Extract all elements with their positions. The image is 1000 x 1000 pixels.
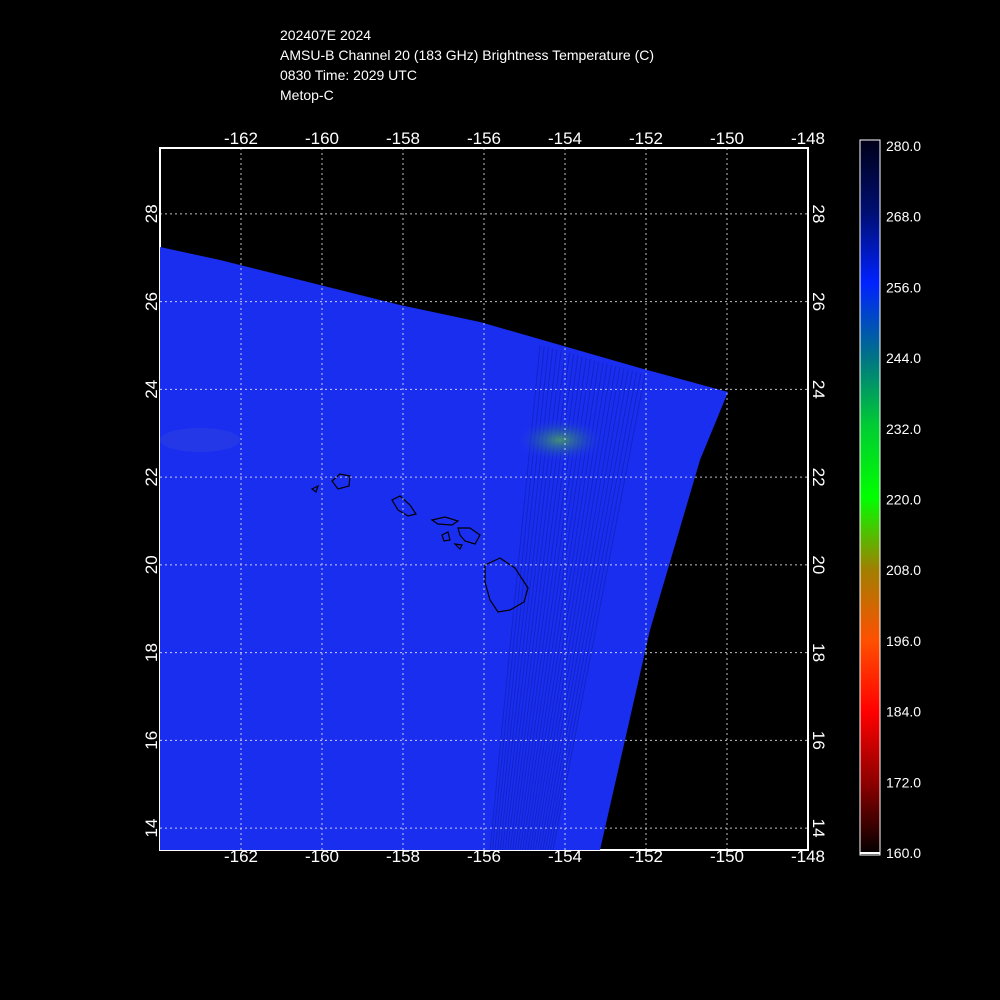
tick-lat-right: 24 (809, 380, 828, 399)
title-line-3: 0830 Time: 2029 UTC (280, 67, 417, 83)
tick-lat-left: 28 (142, 204, 161, 223)
tick-lon-top: -152 (629, 129, 663, 148)
tick-lon-top: -156 (467, 129, 501, 148)
hawaii-big-island-outline (484, 557, 529, 613)
tick-lon-bottom: -156 (467, 847, 501, 866)
tick-lat-left: 24 (142, 380, 161, 399)
molokai-outline (430, 516, 460, 526)
tick-lat-right: 26 (809, 292, 828, 311)
tick-lat-left: 18 (142, 643, 161, 662)
tick-lat-right: 20 (809, 555, 828, 574)
axis-ticks: -162 -162 -160 -160 -158 -158 -156 -156 -154 -154… (142, 129, 828, 866)
tick-lon-bottom: -148 (791, 847, 825, 866)
colorbar-label: 220.0 (886, 492, 921, 508)
oahu-outline (391, 495, 417, 517)
tick-lon-top: -162 (224, 129, 258, 148)
scan-line (542, 369, 629, 850)
colorbar-label: 196.0 (886, 633, 921, 649)
colorbar-label: 232.0 (886, 421, 921, 437)
colorbar-label: 208.0 (886, 562, 921, 578)
colorbar-label: 244.0 (886, 350, 921, 366)
tick-lat-right: 14 (809, 819, 828, 838)
tick-lon-top: -160 (305, 129, 339, 148)
tick-lon-top: -154 (548, 129, 582, 148)
maui-outline (457, 527, 481, 545)
kahoolawe-outline (453, 543, 463, 551)
title-block: 202407E 2024 AMSU-B Channel 20 (183 GHz)… (280, 25, 654, 105)
tick-lat-left: 14 (142, 819, 161, 838)
tick-lon-bottom: -158 (386, 847, 420, 866)
scan-line (537, 367, 621, 850)
tick-lon-bottom: -150 (710, 847, 744, 866)
title-line-2: AMSU-B Channel 20 (183 GHz) Brightness T… (280, 47, 655, 63)
tick-lat-left: 26 (142, 292, 161, 311)
colorbar (859, 139, 881, 856)
tick-lon-top: -158 (386, 129, 420, 148)
tick-lon-top: -150 (710, 129, 744, 148)
scan-line (549, 373, 642, 850)
title-line-4: Metop-C (280, 87, 334, 103)
colorbar-label: 268.0 (886, 209, 921, 225)
tick-lat-left: 22 (142, 468, 161, 487)
colorbar-label: 256.0 (886, 279, 921, 295)
colorbar-label: 172.0 (886, 774, 921, 790)
scan-line (544, 370, 633, 850)
kauai-outline (331, 473, 351, 490)
scan-line (547, 371, 638, 850)
tick-lon-bottom: -154 (548, 847, 582, 866)
tick-lat-right: 16 (809, 731, 828, 750)
tick-lon-bottom: -160 (305, 847, 339, 866)
colorbar-label: 184.0 (886, 704, 921, 720)
lanai-outline (441, 531, 451, 542)
colorbar-label: 160.0 (886, 845, 921, 861)
tick-lat-right: 22 (809, 468, 828, 487)
tick-lon-bottom: -162 (224, 847, 258, 866)
map-grid (160, 148, 808, 850)
tick-lon-bottom: -152 (629, 847, 663, 866)
tick-lon-top: -148 (791, 129, 825, 148)
tick-lat-right: 18 (809, 643, 828, 662)
brightness-anomaly (515, 418, 605, 462)
scan-line (539, 368, 625, 850)
title-line-1: 202407E 2024 (280, 27, 372, 43)
scan-line (552, 374, 646, 850)
niihau-outline (310, 484, 320, 493)
colorbar-label: 280.0 (886, 138, 921, 154)
coastline-hawaii (310, 473, 529, 613)
colorbar-labels: 280.0 268.0 256.0 244.0 232.0 220.0 208.0 196.0… (886, 138, 921, 861)
tick-lat-right: 28 (809, 204, 828, 223)
swath-texture (160, 428, 240, 452)
tick-lat-left: 16 (142, 731, 161, 750)
satellite-swath (160, 247, 728, 850)
tick-lat-left: 20 (142, 555, 161, 574)
